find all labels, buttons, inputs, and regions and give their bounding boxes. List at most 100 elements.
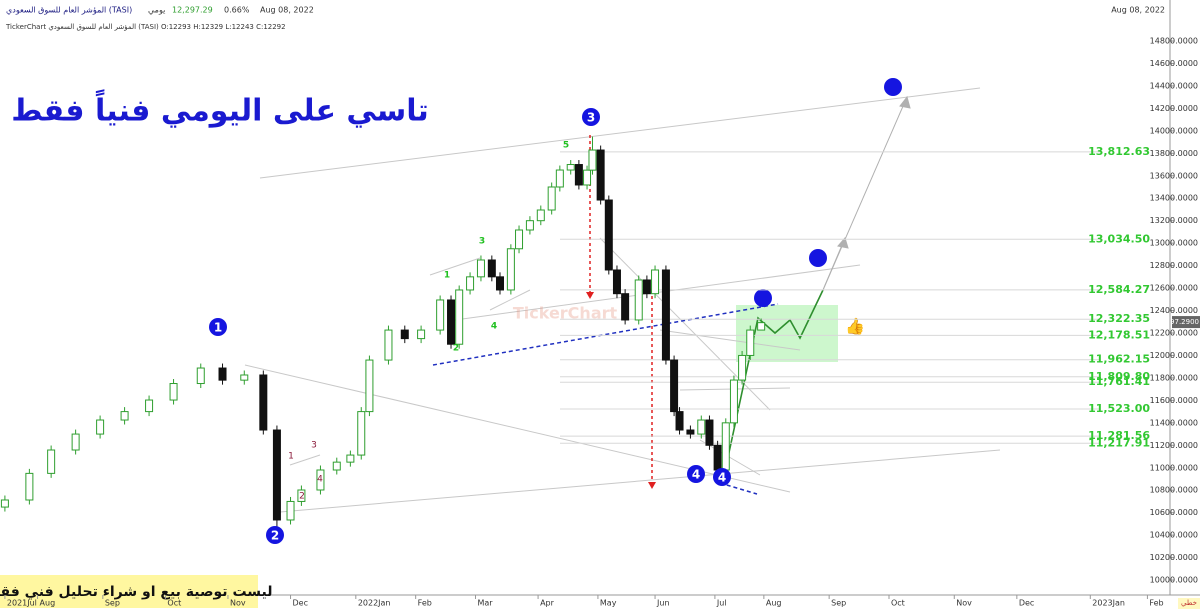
y-tick-label: 12000.0000 bbox=[1150, 351, 1198, 360]
candle-body bbox=[642, 279, 651, 295]
y-tick-label: 13800.0000 bbox=[1150, 149, 1198, 158]
x-tick-label: Feb bbox=[1149, 599, 1163, 608]
x-tick-label: Oct bbox=[167, 599, 181, 608]
x-tick-label: Aug bbox=[40, 599, 56, 608]
candle-body bbox=[417, 329, 426, 340]
minor-wave-label: 5 bbox=[563, 141, 569, 151]
level-label: 11,809.80 bbox=[1088, 370, 1150, 383]
x-tick-label: Nov bbox=[230, 599, 246, 608]
candle-body bbox=[697, 419, 706, 435]
corner-label: خطي bbox=[1181, 599, 1197, 607]
level-label: 11,761.41 bbox=[1088, 375, 1150, 388]
y-tick-label: 11200.0000 bbox=[1150, 441, 1198, 450]
candle-body bbox=[96, 419, 105, 435]
x-tick-label: Mar bbox=[478, 599, 494, 608]
last-price-label: 12297.2900 bbox=[1157, 318, 1199, 326]
candle-body bbox=[757, 322, 766, 331]
x-tick-label: Aug bbox=[766, 599, 782, 608]
candle-body bbox=[384, 329, 393, 361]
candle-body bbox=[612, 269, 621, 295]
level-label: 12,584.27 bbox=[1088, 283, 1150, 296]
corner-box bbox=[1178, 598, 1200, 609]
y-tick-label: 10200.0000 bbox=[1150, 553, 1198, 562]
candle-body bbox=[729, 379, 738, 424]
candle-body bbox=[120, 411, 129, 421]
y-tick-label: 14600.0000 bbox=[1150, 59, 1198, 68]
y-tick-label: 11000.0000 bbox=[1150, 463, 1198, 472]
header-ohlc: TickerChart المؤشر العام للسوق السعودي (… bbox=[5, 23, 286, 31]
chart-title: تاسي على اليومي فنياً فقط bbox=[11, 89, 429, 129]
candle-body bbox=[721, 422, 730, 471]
candle-body bbox=[357, 411, 366, 456]
x-tick-label: Nov bbox=[956, 599, 972, 608]
candle-body bbox=[566, 164, 575, 171]
wave-label: 1 bbox=[214, 321, 222, 335]
last-price-box bbox=[1172, 316, 1200, 329]
y-tick-label: 13400.0000 bbox=[1150, 194, 1198, 203]
wave-circle bbox=[266, 526, 284, 544]
y-tick-label: 11600.0000 bbox=[1150, 396, 1198, 405]
y-tick-label: 12800.0000 bbox=[1150, 261, 1198, 270]
x-tick-label: 2022Jan bbox=[358, 599, 391, 608]
x-tick-label: Sep bbox=[105, 599, 120, 608]
x-tick-label: Apr bbox=[540, 599, 555, 608]
y-tick-label: 12200.0000 bbox=[1150, 328, 1198, 337]
wave-label: 4 bbox=[692, 468, 700, 482]
x-tick-label: Jul bbox=[716, 599, 727, 608]
wave-circle bbox=[209, 318, 227, 336]
minor-wave-label: 3 bbox=[311, 441, 317, 451]
candle-body bbox=[332, 461, 341, 471]
candle-body bbox=[705, 419, 714, 446]
level-label: 11,523.00 bbox=[1088, 402, 1150, 415]
candle-body bbox=[71, 433, 80, 451]
candle-body bbox=[661, 269, 670, 361]
candle-body bbox=[272, 429, 281, 521]
wave-label: 4 bbox=[718, 471, 726, 485]
arrow-head bbox=[648, 482, 656, 489]
candle-body bbox=[651, 269, 660, 295]
level-label: 11,217.91 bbox=[1088, 436, 1150, 449]
level-label: 12,322.35 bbox=[1088, 312, 1150, 325]
x-tick-label: Jun bbox=[656, 599, 670, 608]
y-tick-label: 12400.0000 bbox=[1150, 306, 1198, 315]
header-date: Aug 08, 2022 bbox=[1111, 6, 1165, 15]
header-change: 0.66% bbox=[224, 6, 250, 15]
y-tick-label: 13600.0000 bbox=[1150, 171, 1198, 180]
candle-body bbox=[346, 454, 355, 463]
x-tick-label: Dec bbox=[1019, 599, 1034, 608]
candle-body bbox=[686, 429, 695, 435]
y-tick-label: 12600.0000 bbox=[1150, 284, 1198, 293]
x-tick-label: Oct bbox=[891, 599, 905, 608]
candle-body bbox=[515, 229, 524, 250]
candle-body bbox=[169, 383, 178, 401]
candle-body bbox=[0, 499, 9, 508]
candle-body bbox=[196, 367, 205, 385]
minor-wave-label: 3 bbox=[479, 237, 485, 247]
watermark: TickerChart bbox=[513, 304, 618, 323]
candle-body bbox=[670, 359, 679, 413]
candle-body bbox=[218, 367, 227, 381]
candle-body bbox=[25, 472, 34, 501]
minor-wave-label: 1 bbox=[444, 271, 450, 281]
candle-body bbox=[400, 329, 409, 340]
candle-body bbox=[436, 299, 445, 331]
x-tick-label: 2021Jul bbox=[7, 599, 37, 608]
candle-body bbox=[547, 186, 556, 211]
candle-body bbox=[675, 411, 684, 431]
candle-body bbox=[536, 209, 545, 222]
x-tick-label: Sep bbox=[831, 599, 846, 608]
candle-body bbox=[487, 259, 496, 278]
candle-body bbox=[634, 279, 643, 321]
x-tick-label: May bbox=[600, 599, 617, 608]
y-tick-label: 14000.0000 bbox=[1150, 126, 1198, 135]
target-circles bbox=[754, 78, 902, 307]
thumb-icon: 👍 bbox=[845, 317, 865, 336]
y-tick-label: 10600.0000 bbox=[1150, 508, 1198, 517]
candle-body bbox=[286, 500, 295, 521]
candle-body bbox=[506, 248, 515, 291]
wave-circle bbox=[713, 468, 731, 486]
x-tick-label: Feb bbox=[418, 599, 432, 608]
